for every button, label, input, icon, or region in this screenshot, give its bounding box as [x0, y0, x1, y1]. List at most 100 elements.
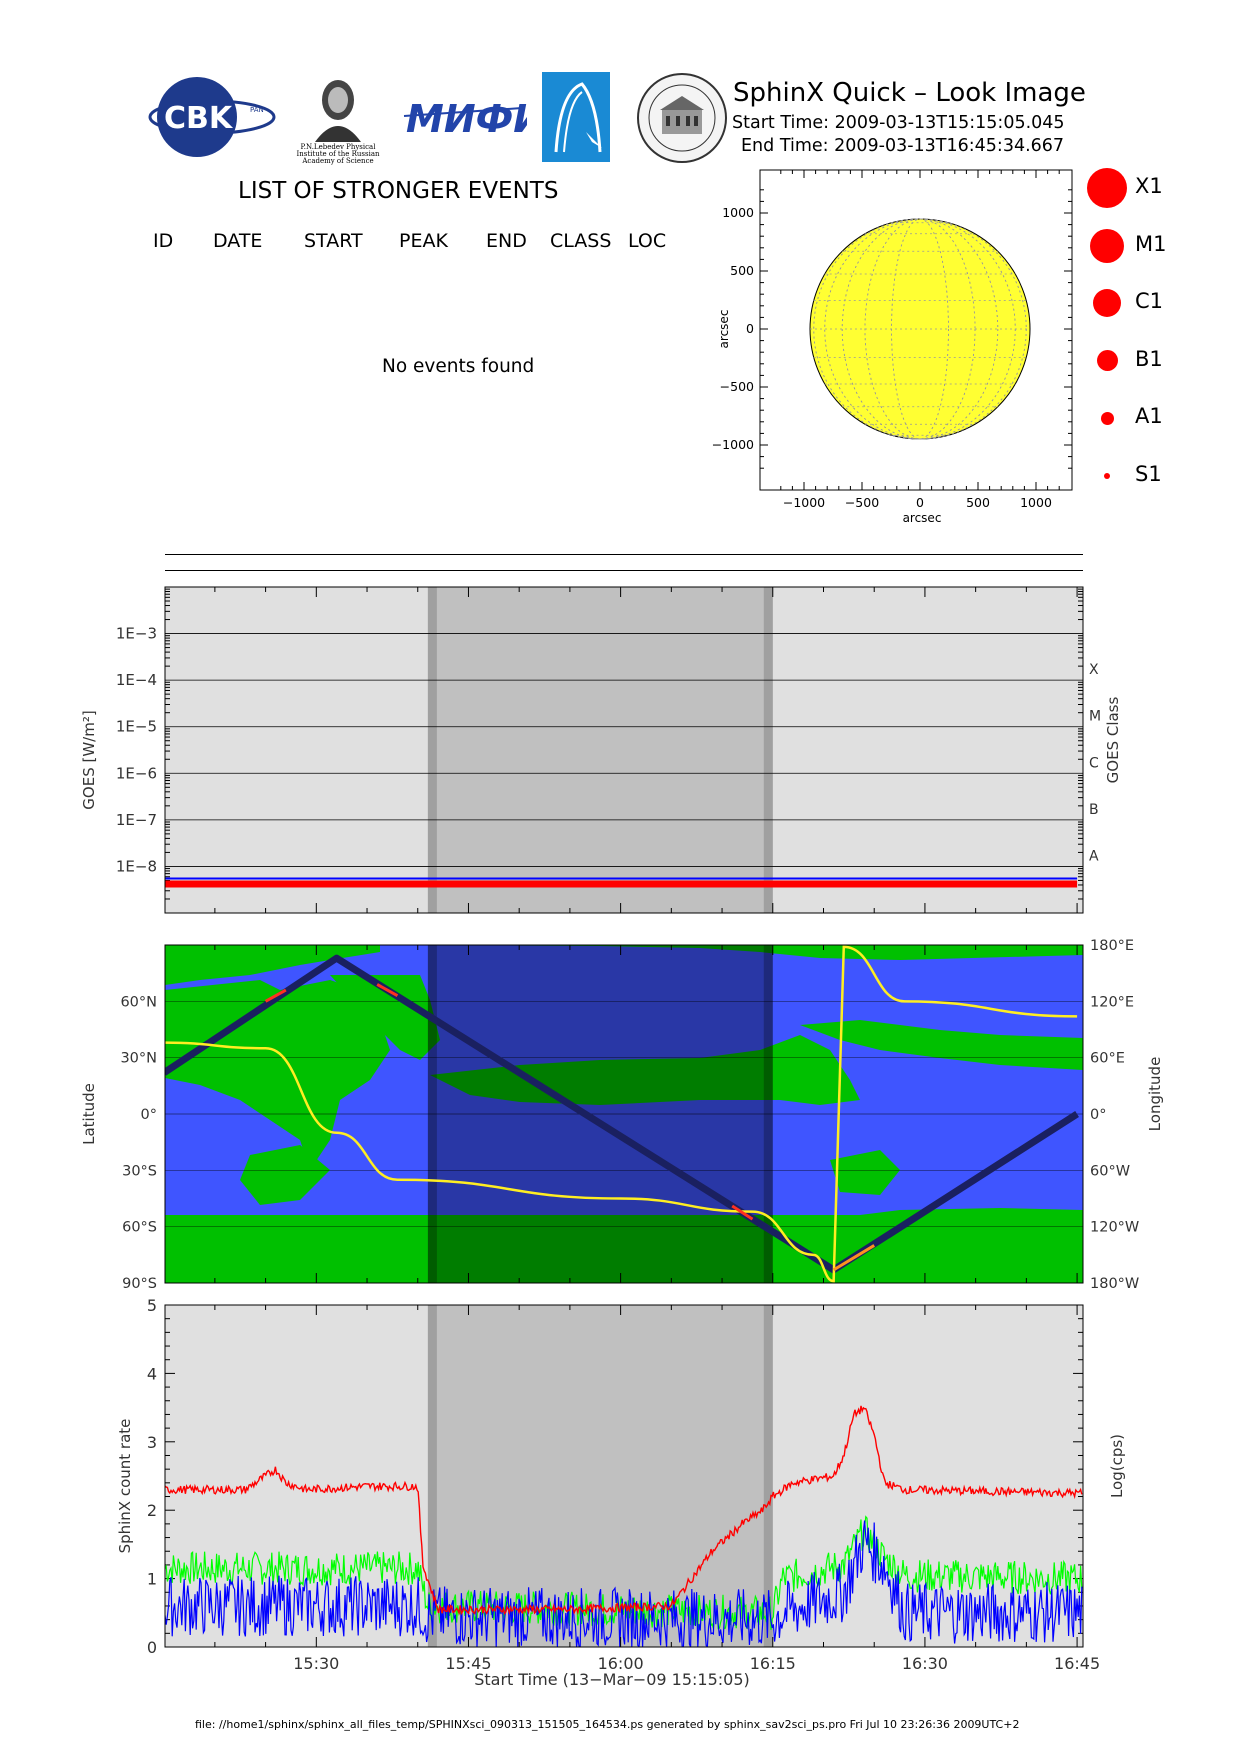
map-lat-label: 60°N — [120, 994, 157, 1010]
map-land — [330, 975, 440, 1060]
terminator-curve — [165, 945, 1078, 1283]
size-legend-item: M1 — [1085, 223, 1195, 269]
map-lon-label: 120°W — [1090, 1220, 1139, 1236]
panel-frame — [164, 1304, 1084, 1648]
sun-meridian-line — [841, 218, 999, 440]
start-time: Start Time: 2009-03-13T15:15:05.045 — [732, 113, 1065, 133]
rate-xtick-label: 16:30 — [902, 1654, 948, 1673]
goes-ytick-label: 1E−6 — [116, 764, 157, 782]
size-legend-label: X1 — [1135, 174, 1163, 198]
col-loc: LOC — [628, 230, 667, 252]
eclipse-edge — [427, 587, 437, 913]
map-lat-label: 30°S — [122, 1163, 157, 1179]
sun-xtick-label: 1000 — [1020, 495, 1052, 510]
rate-red-series — [165, 1405, 1083, 1616]
sun-xtick-label: 0 — [916, 495, 924, 510]
separator-line-1 — [165, 554, 1083, 555]
track-highlight — [832, 1244, 875, 1272]
col-end: END — [486, 230, 527, 252]
no-events-message: No events found — [382, 356, 535, 377]
eclipse-edge — [427, 1305, 437, 1647]
size-legend-dot — [1087, 168, 1127, 208]
rate-xtick-label: 15:30 — [293, 1654, 339, 1673]
map-land — [165, 1215, 1083, 1283]
map-lon-label: 180°E — [1090, 938, 1134, 954]
size-legend-dot — [1093, 289, 1121, 317]
goes-series — [165, 877, 1078, 888]
mifi-logo: МИФИ — [403, 97, 527, 141]
size-legend-label: A1 — [1135, 404, 1163, 428]
rate-xtick-label: 16:45 — [1054, 1654, 1100, 1673]
map-lon-label: 0° — [1090, 1107, 1106, 1123]
map-lat-label: 60°S — [122, 1220, 157, 1236]
goes-class-label: C — [1089, 755, 1099, 771]
goes-ytick-label: 1E−5 — [116, 718, 157, 736]
goes-class-label: B — [1089, 802, 1099, 818]
map-lon-label: 60°W — [1090, 1163, 1130, 1179]
sun-map-xlabel: arcsec — [903, 511, 942, 525]
goes-ytick-label: 1E−3 — [116, 625, 157, 643]
events-title: LIST OF STRONGER EVENTS — [238, 178, 559, 204]
map-right-label: Longitude — [1146, 1057, 1164, 1132]
panel-frame — [164, 944, 1084, 1284]
size-legend-label: M1 — [1135, 231, 1167, 256]
end-time: End Time: 2009-03-13T16:45:34.667 — [741, 136, 1065, 156]
map-lon-label: 60°E — [1090, 1051, 1125, 1067]
sun-ytick-label: −1000 — [712, 437, 754, 452]
lebedev-caption-2: Institute of the Russian — [296, 150, 380, 158]
map-series — [165, 945, 1079, 1283]
rate-xtick-label: 16:00 — [598, 1654, 644, 1673]
size-legend-dot — [1090, 228, 1124, 263]
lebedev-logo: P.N.Lebedev Physical Institute of the Ru… — [296, 80, 380, 165]
iki-logo — [542, 72, 610, 162]
sun-map-ylabel: arcsec — [717, 310, 731, 349]
rate-right-label: Log(cps) — [1108, 1434, 1126, 1498]
map-land — [830, 1150, 900, 1195]
map-land — [165, 980, 300, 1050]
count-rate-panel: 0 1 2 3 4 5 15:30 15:45 16:00 16:15 16:30 16:45 Star… — [116, 1296, 1126, 1689]
rate-series — [165, 1405, 1083, 1647]
size-legend-dot — [1096, 350, 1118, 371]
sun-ytick-label: 0 — [746, 321, 754, 336]
col-date: DATE — [213, 230, 263, 252]
size-legend-dot — [1100, 411, 1114, 425]
eclipse-band — [427, 587, 773, 913]
goes-right-label: GOES Class — [1104, 696, 1122, 783]
size-legend-label: C1 — [1135, 289, 1164, 313]
map-lon-label: 180°W — [1090, 1276, 1139, 1292]
goes-flux-panel: 1E−3 1E−4 1E−5 1E−6 1E−7 1E−8 X M C B A GOES [W/m²]… — [80, 586, 1122, 914]
panel-frame — [164, 586, 1084, 914]
size-legend-dot — [1104, 472, 1110, 479]
quicklook-title: SphinX Quick – Look Image — [733, 78, 1086, 108]
sun-ytick-label: 1000 — [722, 205, 754, 220]
rate-xlabel: Start Time (13−Mar−09 15:15:05) — [474, 1670, 750, 1689]
map-land — [420, 945, 1083, 960]
lebedev-caption-3: Academy of Science — [301, 157, 373, 165]
map-landmasses — [165, 945, 1083, 1283]
size-legend-label: B1 — [1135, 346, 1163, 371]
map-lat-label: 30°N — [120, 1051, 157, 1067]
university-seal — [637, 73, 727, 163]
goes-ytick-label: 1E−8 — [116, 857, 157, 875]
cbk-logo-text: CBK — [164, 101, 234, 136]
sun-meridian-line — [824, 218, 1016, 440]
map-land — [240, 1145, 330, 1205]
sun-ytick-label: −500 — [720, 379, 754, 394]
mifi-logo-text: МИФИ — [406, 97, 527, 141]
rate-ytick-label: 4 — [147, 1364, 157, 1383]
ground-track — [165, 954, 1079, 1274]
map-land — [165, 945, 380, 985]
map-ylabel: Latitude — [80, 1083, 98, 1145]
sun-xtick-label: −1000 — [783, 495, 825, 510]
sun-meridian-line — [813, 218, 1027, 440]
cbk-logo: CBK PAN — [148, 77, 276, 157]
size-legend-item: X1 — [1085, 165, 1195, 211]
goes-ytick-label: 1E−4 — [116, 671, 157, 689]
goes-class-label: M — [1089, 709, 1101, 725]
rate-ylabel: SphinX count rate — [116, 1419, 134, 1554]
sun-meridian-line — [891, 218, 949, 440]
rate-ytick-label: 3 — [147, 1433, 157, 1452]
sun-map-frame — [759, 169, 1073, 491]
cbk-logo-sub: PAN — [250, 106, 264, 114]
rate-xtick-label: 16:15 — [750, 1654, 796, 1673]
